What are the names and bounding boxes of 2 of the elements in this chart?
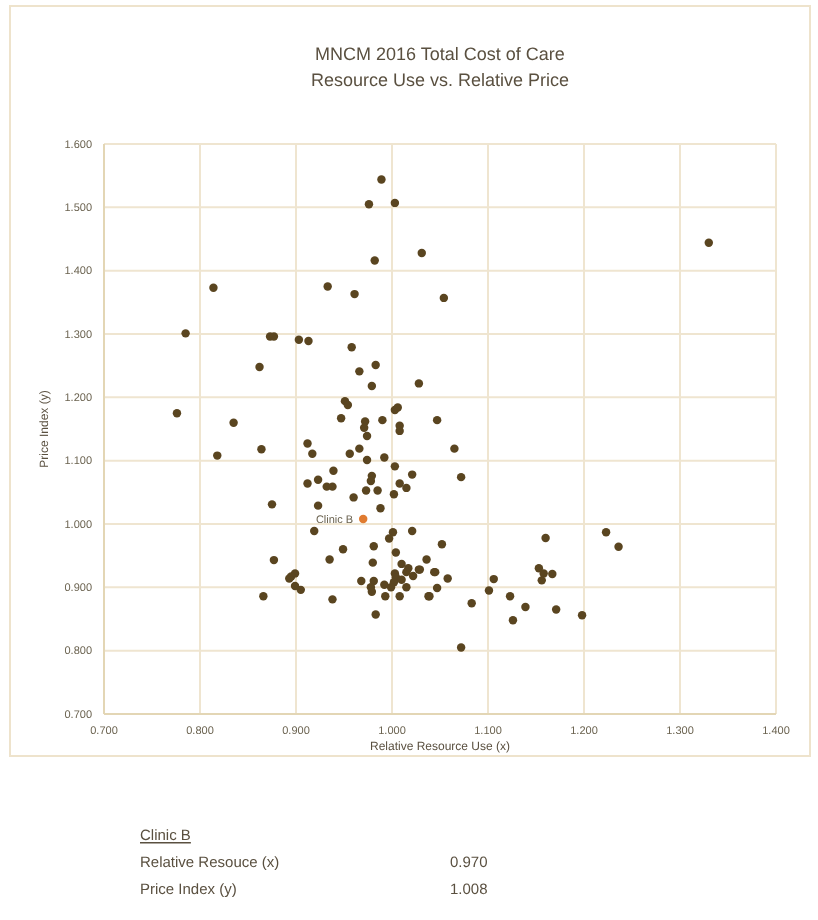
chart-title: MNCM 2016 Total Cost of Care [315, 44, 565, 64]
chart-subtitle: Resource Use vs. Relative Price [310, 70, 570, 90]
